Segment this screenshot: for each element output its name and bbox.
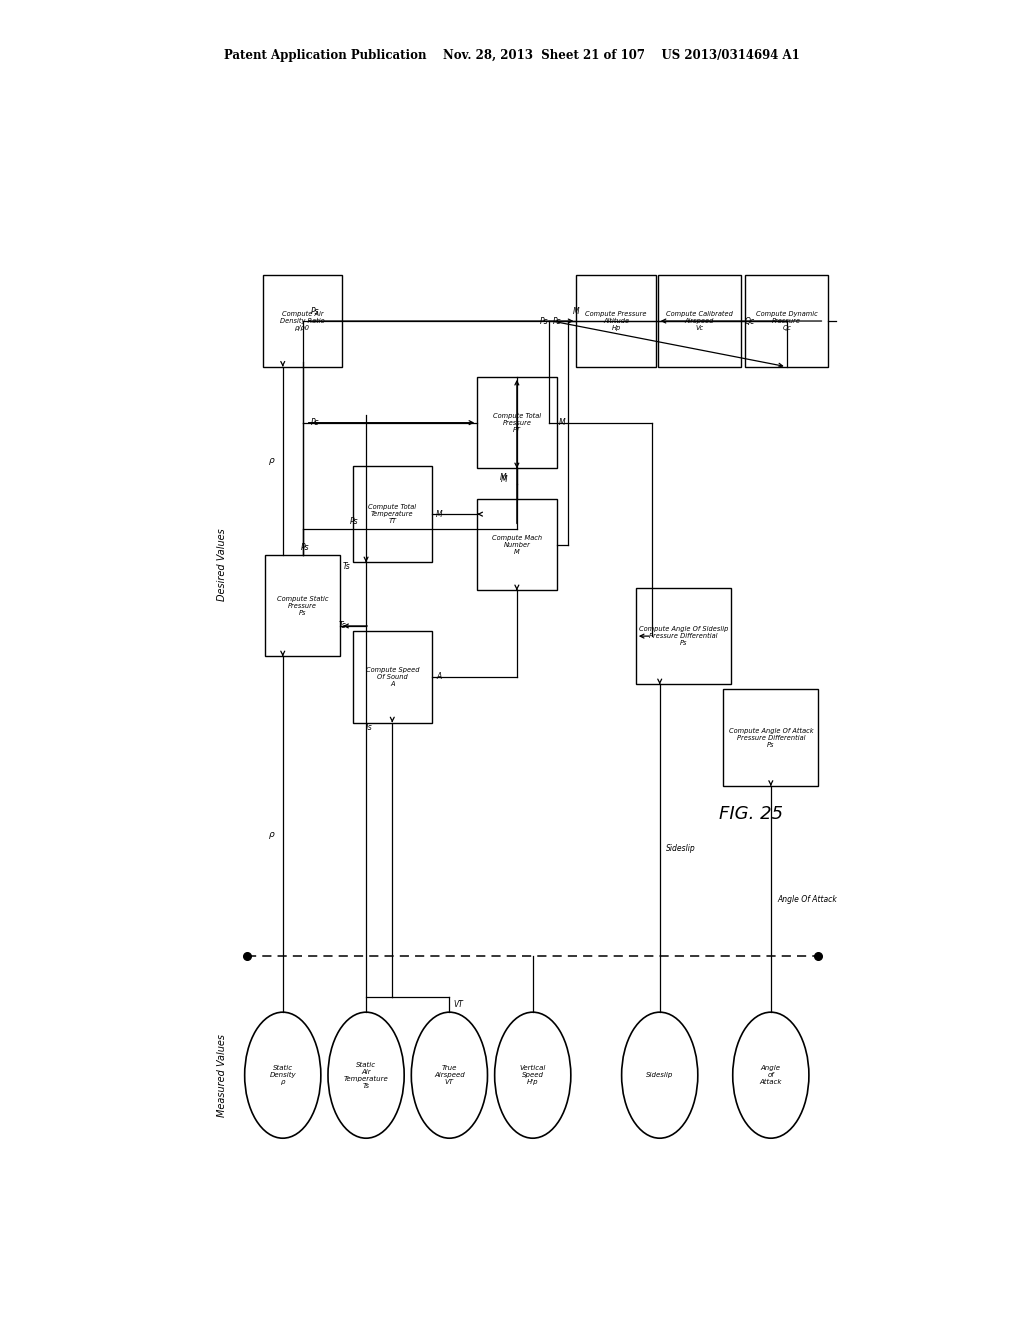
Text: A: A [436, 672, 441, 681]
Text: Patent Application Publication    Nov. 28, 2013  Sheet 21 of 107    US 2013/0314: Patent Application Publication Nov. 28, … [224, 49, 800, 62]
Text: FIG. 25: FIG. 25 [719, 805, 783, 822]
Text: Vertical
Speed
H'p: Vertical Speed H'p [519, 1065, 546, 1085]
Text: M: M [436, 510, 442, 519]
Text: Measured Values: Measured Values [217, 1034, 226, 1117]
Text: M: M [501, 475, 508, 483]
Text: Ts: Ts [342, 562, 350, 572]
Text: Compute Speed
Of Sound
A: Compute Speed Of Sound A [366, 667, 419, 686]
Text: Compute Total
Temperature
TT: Compute Total Temperature TT [369, 504, 417, 524]
Text: Ps: Ps [540, 317, 549, 326]
Text: Ps: Ps [350, 517, 358, 527]
Text: Compute Static
Pressure
Ps: Compute Static Pressure Ps [276, 595, 329, 615]
Text: ρ: ρ [268, 830, 274, 838]
Text: Compute Calibrated
Airspeed
Vc: Compute Calibrated Airspeed Vc [666, 312, 733, 331]
Text: Compute Air
Density Ratio
ρ/ρ0: Compute Air Density Ratio ρ/ρ0 [281, 312, 325, 331]
Text: M: M [559, 418, 565, 428]
Text: Compute Total
Pressure
PT: Compute Total Pressure PT [493, 413, 541, 433]
Text: Compute Angle Of Sideslip
Pressure Differential
Ps: Compute Angle Of Sideslip Pressure Diffe… [639, 626, 728, 647]
Text: Ps: Ps [310, 308, 319, 315]
Text: Sideslip: Sideslip [646, 1072, 674, 1078]
Text: Ps: Ps [553, 317, 561, 326]
Text: Ps: Ps [301, 543, 309, 552]
Text: Desired Values: Desired Values [217, 528, 226, 602]
Text: M: M [572, 308, 579, 315]
Text: Compute Dynamic
Pressure
Qc: Compute Dynamic Pressure Qc [756, 312, 817, 331]
Text: Ps: Ps [310, 418, 319, 428]
Text: Compute Mach
Number
M: Compute Mach Number M [492, 535, 542, 554]
Text: ρ: ρ [268, 457, 274, 465]
Text: Compute Pressure
Altitude
Hp: Compute Pressure Altitude Hp [586, 312, 647, 331]
Text: True
Airspeed
VT: True Airspeed VT [434, 1065, 465, 1085]
Text: Qc: Qc [745, 317, 756, 326]
Text: Sideslip: Sideslip [666, 843, 696, 853]
Text: Static
Air
Temperature
Ts: Static Air Temperature Ts [344, 1061, 388, 1089]
Text: VT: VT [454, 1001, 463, 1008]
Text: M: M [500, 473, 506, 482]
Text: Angle Of Attack: Angle Of Attack [777, 895, 837, 904]
Text: Ts: Ts [365, 722, 373, 731]
Text: Ts: Ts [339, 622, 346, 631]
Text: Static
Density
ρ: Static Density ρ [269, 1065, 296, 1085]
Text: Angle
of
Attack: Angle of Attack [760, 1065, 782, 1085]
Text: Compute Angle Of Attack
Pressure Differential
Ps: Compute Angle Of Attack Pressure Differe… [728, 727, 813, 748]
